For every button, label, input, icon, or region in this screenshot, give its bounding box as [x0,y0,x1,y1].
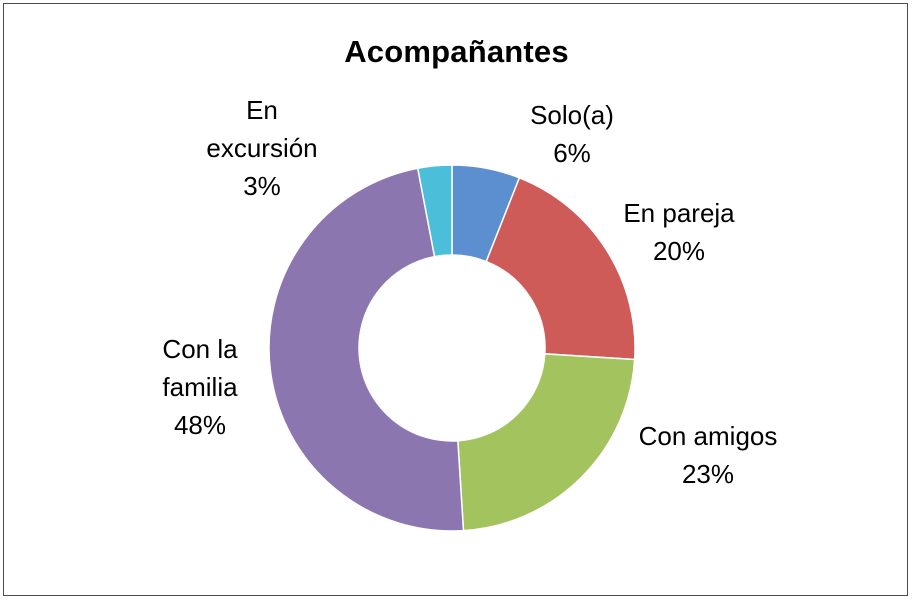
slice-label-en-pareja: En pareja 20% [623,198,735,266]
slice-label-solo-a: Solo(a) 6% [530,100,614,168]
chart-title: Acompañantes [344,34,569,69]
slice-en-pareja [485,176,636,361]
slice-con-la-familia [268,167,465,532]
slice-label-en-excursión: En excursión 3% [206,95,317,201]
slice-label-con-la-familia: Con la familia 48% [162,334,238,440]
slice-con-amigos [457,353,636,532]
slice-en-excursión [416,164,453,258]
slice-label-con-amigos: Con amigos 23% [639,421,778,489]
